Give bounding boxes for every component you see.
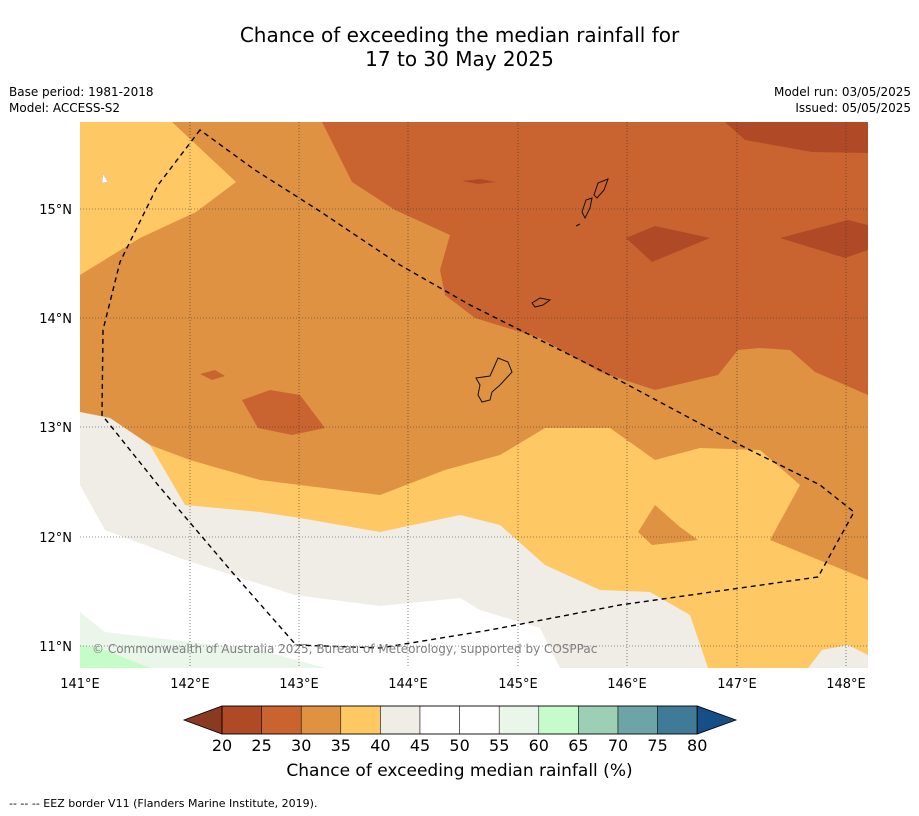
longitude-label: 143°E (279, 677, 319, 692)
longitude-label: 146°E (607, 677, 647, 692)
field-20-25-tiny (462, 179, 496, 184)
colorbar-segment (459, 705, 500, 735)
colorbar-tick-label: 65 (568, 736, 588, 755)
colorbar-tick-label: 50 (449, 736, 469, 755)
colorbar-tick-label: 55 (489, 736, 509, 755)
field-20-25-east (626, 226, 710, 262)
colorbar-segment (261, 705, 302, 735)
latitude-label: 11°N (39, 640, 72, 655)
longitude-label: 147°E (717, 677, 757, 692)
field-35-40-northwest (80, 122, 236, 275)
colorbar-segment (300, 705, 342, 735)
copyright-notice: © Commonwealth of Australia 2025, Bureau… (92, 642, 597, 656)
colorbar-tick-label: 30 (291, 736, 311, 755)
rainfall-fields (80, 122, 868, 668)
island-rota (531, 297, 552, 308)
title-line-1: Chance of exceeding the median rainfall … (239, 23, 680, 47)
colorbar (182, 705, 738, 735)
colorbar-segment (617, 705, 658, 735)
field-30-35-pocket (638, 505, 698, 545)
field-20-25-northeast (725, 122, 868, 153)
colorbar-segment (340, 705, 381, 735)
colorbar-tick-label: 20 (212, 736, 232, 755)
colorbar-segment (419, 705, 460, 735)
model-name: Model: ACCESS-S2 (9, 101, 121, 115)
longitude-labels: 141°E 142°E 143°E 144°E 145°E 146°E 147°E 148°E (60, 677, 866, 692)
title-line-2: 17 to 30 May 2025 (365, 47, 554, 71)
forecast-map: © Commonwealth of Australia 2025, Bureau… (39, 122, 868, 755)
island-tinian (581, 197, 593, 220)
longitude-label: 148°E (826, 677, 866, 692)
colorbar-segment (221, 705, 262, 735)
latitude-label: 13°N (39, 421, 72, 436)
longitude-label: 141°E (60, 677, 100, 692)
longitude-label: 144°E (388, 677, 428, 692)
colorbar-tick-label: 80 (687, 736, 707, 755)
colorbar-tick-label: 35 (331, 736, 351, 755)
eez-footnote: -- -- -- EEZ border V11 (Flanders Marine… (9, 797, 318, 810)
field-40-45-southeast (808, 645, 868, 668)
marker-small (101, 173, 109, 184)
gridlines (80, 122, 868, 668)
island-aguijan (575, 223, 581, 227)
latitude-label: 14°N (39, 312, 72, 327)
colorbar-label: Chance of exceeding median rainfall (%) (286, 761, 633, 781)
colorbar-frame (221, 705, 698, 735)
colorbar-tick-label: 75 (647, 736, 667, 755)
field-60-65 (80, 645, 150, 668)
model-run: Model run: 03/05/2025 (773, 85, 911, 99)
islands (475, 178, 609, 403)
colorbar-segment (380, 705, 421, 735)
island-guam (475, 357, 513, 403)
eez-border (101, 129, 855, 649)
colorbar-tick-label: 70 (608, 736, 628, 755)
field-25-30-west (242, 390, 325, 435)
field-25-30-northeast (322, 122, 868, 395)
colorbar-segment (578, 705, 619, 735)
field-25-30-small (200, 370, 225, 380)
colorbar-under-arrow (182, 705, 223, 735)
longitude-label: 145°E (498, 677, 538, 692)
longitude-label: 142°E (170, 677, 210, 692)
colorbar-segment (498, 705, 540, 735)
colorbar-over-arrow (696, 705, 738, 735)
colorbar-segment (657, 705, 698, 735)
issued-date: Issued: 05/05/2025 (795, 101, 911, 115)
colorbar-ticks: 20 25 30 35 40 45 50 55 60 65 70 75 80 (212, 736, 708, 755)
colorbar-tick-label: 25 (251, 736, 271, 755)
latitude-labels: 15°N 14°N 13°N 12°N 11°N (39, 203, 72, 655)
colorbar-tick-label: 45 (410, 736, 430, 755)
colorbar-tick-label: 60 (529, 736, 549, 755)
colorbar-tick-label: 40 (370, 736, 390, 755)
latitude-label: 12°N (39, 531, 72, 546)
latitude-label: 15°N (39, 203, 72, 218)
island-saipan (593, 178, 609, 199)
field-55-60 (80, 612, 325, 668)
field-45-55 (80, 485, 560, 668)
base-period: Base period: 1981-2018 (9, 85, 154, 99)
colorbar-segment (538, 705, 579, 735)
